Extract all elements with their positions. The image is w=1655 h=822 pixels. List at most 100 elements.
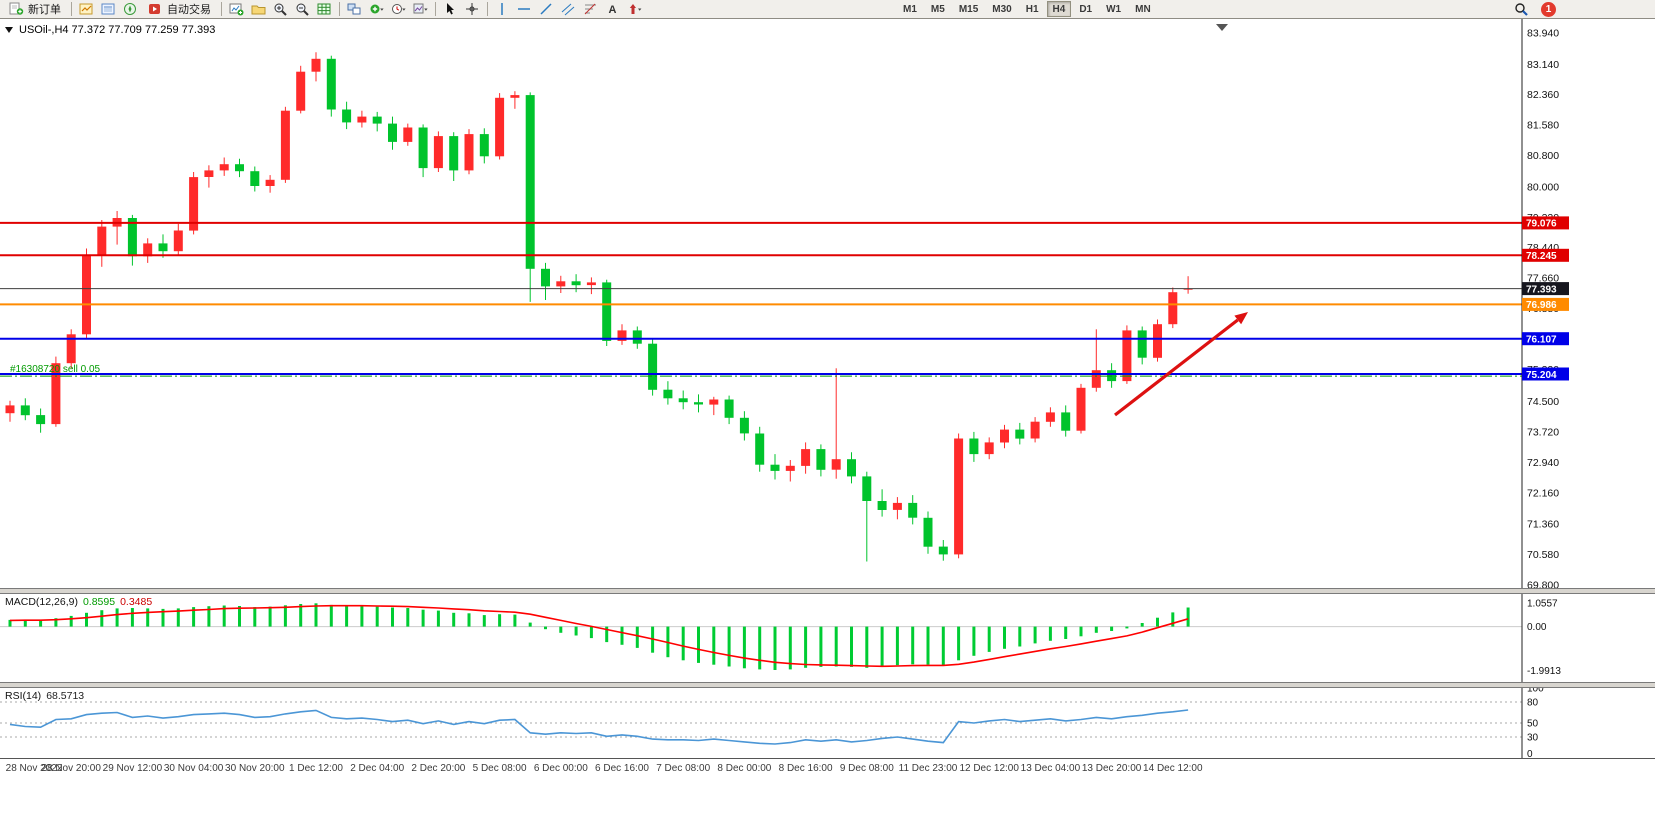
new-chart-button[interactable] bbox=[226, 1, 247, 18]
candle-body bbox=[464, 134, 474, 171]
candle-body bbox=[617, 330, 627, 341]
timeframe-button-m1[interactable]: M1 bbox=[897, 1, 923, 17]
time-axis-label: 2 Dec 04:00 bbox=[350, 763, 405, 774]
timeframe-button-mn[interactable]: MN bbox=[1129, 1, 1157, 17]
rsi-name: RSI(14) bbox=[5, 690, 42, 702]
candle-body bbox=[1137, 330, 1147, 358]
market-grid-button[interactable] bbox=[314, 1, 335, 18]
data-window-button[interactable] bbox=[98, 1, 119, 18]
periods-button[interactable] bbox=[388, 1, 409, 18]
new-chart-icon bbox=[229, 3, 244, 16]
svg-text:76.107: 76.107 bbox=[1526, 335, 1557, 346]
price-chart-canvas[interactable]: #16308720 sell 0.05 83.940 83.140 82.360 81.… bbox=[0, 19, 1655, 588]
time-axis[interactable]: 28 Nov 2022 28 Nov 20:00 29 Nov 12:00 30 No… bbox=[0, 758, 1655, 778]
zoom-in-button[interactable] bbox=[270, 1, 291, 18]
macd-label: MACD(12,26,9) 0.8595 0.3485 bbox=[5, 596, 152, 608]
symbol-ohlc-text: USOil-,H4 77.372 77.709 77.259 77.393 bbox=[19, 24, 216, 36]
toolbar-separator bbox=[339, 2, 340, 16]
trend-arrow-head bbox=[1234, 312, 1248, 325]
horizontal-line-icon bbox=[518, 8, 530, 10]
macd-canvas[interactable]: 1.0557 0.00 -1.9913 bbox=[0, 594, 1655, 682]
horizontal-line-button[interactable] bbox=[514, 1, 535, 18]
new-order-button[interactable]: 新订单 bbox=[3, 1, 67, 18]
candle-body bbox=[372, 116, 382, 124]
candle-body bbox=[571, 281, 581, 286]
macd-signal-value: 0.3485 bbox=[120, 596, 153, 608]
search-button[interactable] bbox=[1511, 1, 1532, 18]
arrows-button[interactable] bbox=[624, 1, 645, 18]
time-axis-label: 1 Dec 12:00 bbox=[289, 763, 343, 774]
price-axis-label: 74.500 bbox=[1527, 396, 1559, 408]
timeframe-button-h4[interactable]: H4 bbox=[1046, 1, 1072, 17]
rsi-axis-label: 80 bbox=[1527, 698, 1539, 709]
time-axis-label: 6 Dec 00:00 bbox=[533, 763, 588, 774]
fibonacci-icon bbox=[584, 3, 596, 15]
candle-body bbox=[954, 438, 964, 555]
zoom-out-icon bbox=[296, 3, 309, 16]
candle-body bbox=[97, 226, 107, 256]
candle-body bbox=[1183, 288, 1193, 290]
crosshair-button[interactable] bbox=[462, 1, 483, 18]
candle-body bbox=[831, 459, 841, 470]
symbol-dropdown-icon[interactable] bbox=[5, 27, 13, 33]
candle-body bbox=[632, 330, 642, 344]
rsi-canvas[interactable]: 100 80 50 30 0 bbox=[0, 688, 1655, 758]
timeframe-button-w1[interactable]: W1 bbox=[1100, 1, 1127, 17]
fibonacci-button[interactable] bbox=[580, 1, 601, 18]
zoom-out-button[interactable] bbox=[292, 1, 313, 18]
price-badge bbox=[1522, 332, 1569, 346]
candle-body bbox=[36, 415, 46, 425]
price-axis-label: 71.360 bbox=[1527, 519, 1559, 531]
autotrading-button[interactable]: 自动交易 bbox=[142, 1, 217, 18]
candle-body bbox=[862, 476, 872, 501]
market-watch-button[interactable] bbox=[76, 1, 97, 18]
macd-name: MACD(12,26,9) bbox=[5, 596, 78, 608]
timeframe-button-d1[interactable]: D1 bbox=[1073, 1, 1098, 17]
tile-windows-button[interactable] bbox=[344, 1, 365, 18]
candle-body bbox=[923, 517, 933, 547]
rsi-axis-label: 0 bbox=[1527, 749, 1533, 758]
svg-text:77.393: 77.393 bbox=[1526, 284, 1557, 295]
candle-body bbox=[938, 546, 948, 555]
candle-body bbox=[892, 502, 902, 510]
price-axis-label: 80.800 bbox=[1527, 150, 1559, 162]
timeframe-button-m15[interactable]: M15 bbox=[953, 1, 984, 17]
channel-icon bbox=[561, 3, 575, 16]
cursor-button[interactable] bbox=[440, 1, 461, 18]
channel-button[interactable] bbox=[558, 1, 579, 18]
panel-separator[interactable] bbox=[0, 682, 1655, 688]
text-button[interactable]: A bbox=[602, 1, 623, 18]
macd-panel: 1.0557 0.00 -1.9913 MACD(12,26,9) 0.8595 0.3… bbox=[0, 594, 1655, 682]
trendline-button[interactable] bbox=[536, 1, 557, 18]
notification-badge[interactable]: 1 bbox=[1541, 1, 1556, 17]
indicators-button[interactable] bbox=[366, 1, 387, 18]
rsi-panel: 100 80 50 30 0 RSI(14) 68.5713 bbox=[0, 688, 1655, 758]
candle-body bbox=[755, 433, 765, 465]
panel-separator[interactable] bbox=[0, 588, 1655, 594]
time-axis-label: 14 Dec 12:00 bbox=[1143, 763, 1203, 774]
svg-text:76.986: 76.986 bbox=[1526, 300, 1557, 311]
timeframe-button-m5[interactable]: M5 bbox=[925, 1, 951, 17]
timeframe-button-m30[interactable]: M30 bbox=[986, 1, 1017, 17]
candle-body bbox=[342, 109, 352, 123]
rsi-line bbox=[9, 709, 1189, 745]
rsi-label: RSI(14) 68.5713 bbox=[5, 690, 84, 702]
profiles-button[interactable] bbox=[248, 1, 269, 18]
timeframe-button-h1[interactable]: H1 bbox=[1020, 1, 1045, 17]
macd-signal-line bbox=[9, 604, 1189, 668]
toolbar-separator bbox=[71, 2, 72, 16]
trend-arrow bbox=[1114, 318, 1239, 417]
time-axis-label: 30 Nov 20:00 bbox=[225, 763, 285, 774]
time-axis-label: 7 Dec 08:00 bbox=[656, 763, 711, 774]
navigator-button[interactable] bbox=[120, 1, 141, 18]
templates-button[interactable] bbox=[410, 1, 431, 18]
candle-body bbox=[648, 343, 658, 390]
price-badge bbox=[1522, 248, 1569, 262]
svg-text:79.076: 79.076 bbox=[1526, 219, 1557, 230]
arrows-icon bbox=[629, 4, 642, 14]
vertical-line-button[interactable] bbox=[492, 1, 513, 18]
candle-body bbox=[984, 442, 994, 455]
time-axis-label: 12 Dec 12:00 bbox=[959, 763, 1019, 774]
time-axis-label: 11 Dec 23:00 bbox=[898, 763, 958, 774]
candle-body bbox=[158, 243, 168, 252]
